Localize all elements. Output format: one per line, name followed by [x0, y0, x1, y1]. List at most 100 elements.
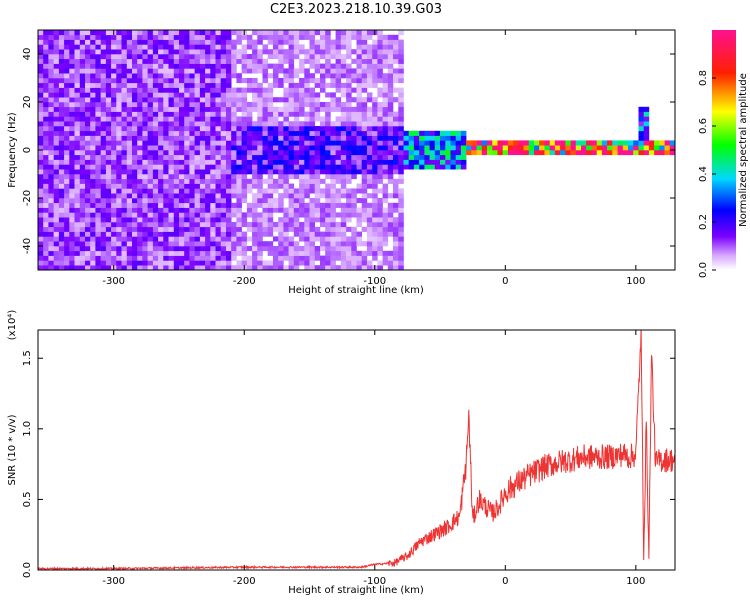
heatmap-cell [179, 30, 185, 36]
heatmap-cell [58, 154, 65, 160]
heatmap-cell [152, 241, 159, 247]
heatmap-cell [262, 178, 268, 184]
heatmap-cell [309, 246, 315, 252]
heatmap-cell [293, 126, 300, 132]
heatmap-cell [205, 226, 211, 232]
heatmap-cell [304, 92, 310, 98]
heatmap-cell [335, 236, 342, 242]
heatmap-cell [288, 154, 295, 160]
heatmap-cell [189, 135, 195, 141]
heatmap-cell [53, 30, 60, 36]
heatmap-cell [111, 217, 117, 223]
heatmap-cell [346, 145, 352, 151]
heatmap-cell [215, 246, 221, 252]
heatmap-cell [246, 121, 253, 127]
heatmap-cell [267, 226, 274, 232]
heatmap-cell [121, 222, 127, 228]
heatmap-cell [43, 44, 49, 50]
heatmap-cell [382, 116, 389, 122]
heatmap-cell [173, 63, 180, 69]
heatmap-cell [335, 87, 342, 93]
heatmap-cell [116, 246, 122, 252]
heatmap-cell [85, 178, 91, 184]
heatmap-cell [273, 140, 279, 146]
heatmap-cell [111, 126, 117, 132]
heatmap-cell [53, 92, 60, 98]
heatmap-cell [288, 130, 295, 136]
heatmap-cell [95, 82, 101, 88]
heatmap-cell [304, 217, 310, 223]
heatmap-cell [377, 106, 383, 112]
heatmap-cell [85, 207, 91, 213]
heatmap-cell [199, 231, 206, 237]
heatmap-cell [325, 130, 331, 136]
heatmap-cell [205, 121, 211, 127]
heatmap-cell [105, 164, 112, 170]
heatmap-cell [168, 30, 174, 36]
heatmap-cell [356, 150, 362, 156]
heatmap-cell [69, 236, 75, 242]
heatmap-cell [325, 150, 331, 156]
heatmap-cell [215, 236, 221, 242]
heatmap-cell [116, 188, 122, 194]
heatmap-cell [257, 169, 263, 175]
heatmap-cell [241, 130, 248, 136]
heatmap-cell [346, 121, 352, 127]
heatmap-cell [64, 178, 70, 184]
heatmap-cell [64, 212, 70, 218]
heatmap-cell [158, 121, 164, 127]
heatmap-cell [429, 135, 436, 141]
heatmap-cell [58, 126, 65, 132]
heatmap-cell [53, 87, 60, 93]
colorbar-tick-label: 0.0 [698, 262, 709, 278]
heatmap-cell [304, 236, 310, 242]
heatmap-cell [111, 58, 117, 64]
heatmap-cell [220, 241, 227, 247]
heatmap-cell [194, 68, 201, 74]
heatmap-cell [184, 246, 190, 252]
heatmap-cell [382, 78, 389, 84]
heatmap-cell [236, 198, 242, 204]
heatmap-cell [205, 260, 211, 266]
heatmap-cell [189, 154, 195, 160]
heatmap-cell [398, 154, 404, 160]
heatmap-cell [210, 102, 216, 108]
heatmap-cell [330, 241, 336, 247]
heatmap-cell [596, 145, 603, 151]
heatmap-cell [361, 63, 368, 69]
heatmap-cell [314, 159, 321, 165]
heatmap-cell [74, 116, 80, 122]
heatmap-cell [335, 154, 342, 160]
heatmap-cell [278, 231, 284, 237]
heatmap-cell [273, 159, 279, 165]
heatmap-cell [314, 150, 321, 156]
heatmap-cell [53, 54, 60, 60]
heatmap-cell [220, 222, 227, 228]
heatmap-cell [440, 135, 446, 141]
heatmap-cell [246, 260, 253, 266]
heatmap-cell [43, 145, 49, 151]
heatmap-cell [314, 164, 321, 170]
colorbar-tick-label: 0.8 [698, 70, 709, 86]
heatmap-cell [320, 63, 326, 69]
heatmap-cell [163, 212, 169, 218]
heatmap-cell [398, 202, 404, 208]
heatmap-cell [346, 178, 352, 184]
heatmap-cell [132, 68, 138, 74]
heatmap-cell [163, 159, 169, 165]
heatmap-cell [434, 135, 441, 141]
heatmap-cell [121, 73, 127, 79]
heatmap-cell [69, 49, 75, 55]
heatmap-cell [199, 140, 206, 146]
heatmap-cell [638, 140, 644, 146]
heatmap-cell [205, 54, 211, 60]
heatmap-cell [309, 87, 315, 93]
heatmap-cell [236, 135, 242, 141]
heatmap-cell [64, 126, 70, 132]
heatmap-cell [226, 126, 232, 132]
heatmap-cell [226, 135, 232, 141]
heatmap-cell [288, 150, 295, 156]
heatmap-cell [95, 222, 101, 228]
heatmap-cell [330, 68, 336, 74]
heatmap-cell [387, 111, 394, 117]
